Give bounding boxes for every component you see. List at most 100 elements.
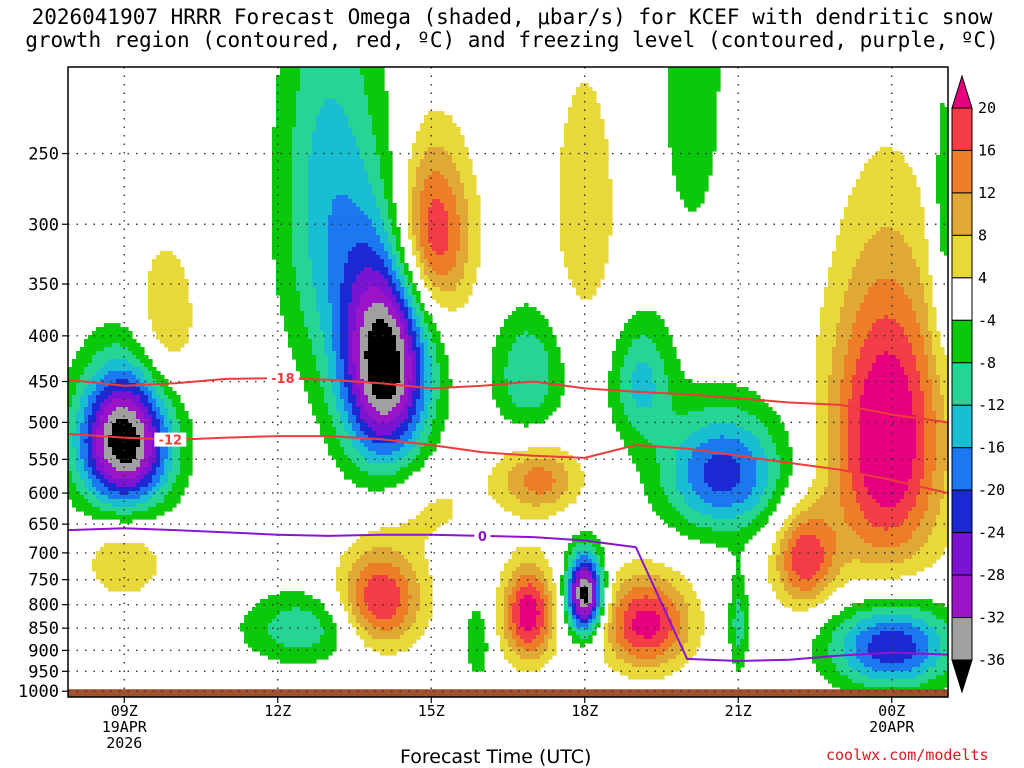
omega-cell [440, 115, 445, 120]
omega-cell [600, 219, 605, 224]
omega-cell [440, 163, 445, 168]
omega-cell [880, 323, 885, 328]
omega-cell [296, 91, 301, 96]
omega-cell [280, 163, 285, 168]
omega-cell [280, 123, 285, 128]
omega-cell [868, 311, 873, 316]
omega-cell [592, 267, 597, 272]
omega-cell [864, 243, 869, 248]
omega-cell [276, 95, 281, 100]
omega-cell [700, 67, 705, 72]
omega-cell [852, 231, 857, 236]
omega-cell [892, 167, 897, 172]
omega-cell [884, 307, 889, 312]
omega-cell [308, 215, 313, 220]
omega-cell [584, 279, 589, 284]
omega-cell [184, 307, 189, 312]
omega-cell [412, 187, 417, 192]
omega-cell [684, 203, 689, 208]
omega-cell [388, 187, 393, 192]
omega-cell [416, 159, 421, 164]
omega-cell [444, 155, 449, 160]
omega-cell [360, 143, 365, 148]
omega-cell [356, 251, 361, 256]
omega-cell [396, 291, 401, 296]
omega-cell [436, 291, 441, 296]
omega-cell [912, 243, 917, 248]
omega-cell [920, 295, 925, 300]
omega-cell [296, 219, 301, 224]
omega-cell [596, 259, 601, 264]
omega-cell [820, 327, 825, 332]
omega-cell [284, 159, 289, 164]
omega-cell [408, 307, 413, 312]
omega-cell [468, 187, 473, 192]
omega-cell [288, 191, 293, 196]
omega-cell [368, 123, 373, 128]
omega-cell [852, 311, 857, 316]
omega-cell [864, 163, 869, 168]
omega-cell [944, 251, 949, 256]
omega-cell [332, 179, 337, 184]
omega-cell [384, 127, 389, 132]
omega-cell [440, 139, 445, 144]
omega-cell [532, 311, 537, 316]
omega-cell [844, 271, 849, 276]
omega-cell [884, 175, 889, 180]
omega-cell [364, 71, 369, 76]
omega-cell [940, 147, 945, 152]
omega-cell [172, 283, 177, 288]
omega-cell [600, 175, 605, 180]
omega-cell [896, 227, 901, 232]
omega-cell [428, 235, 433, 240]
omega-cell [564, 207, 569, 212]
omega-cell [880, 295, 885, 300]
omega-cell [312, 327, 317, 332]
omega-cell [688, 91, 693, 96]
omega-cell [888, 315, 893, 320]
omega-cell [592, 291, 597, 296]
omega-cell [308, 307, 313, 312]
omega-cell [920, 255, 925, 260]
omega-cell [464, 279, 469, 284]
omega-cell [324, 303, 329, 308]
omega-cell [420, 135, 425, 140]
omega-cell [152, 323, 157, 328]
omega-cell [356, 163, 361, 168]
omega-cell [436, 159, 441, 164]
omega-cell [300, 163, 305, 168]
omega-cell [352, 243, 357, 248]
omega-cell [856, 315, 861, 320]
omega-cell [416, 255, 421, 260]
omega-cell [376, 111, 381, 116]
omega-cell [440, 247, 445, 252]
omega-cell [304, 291, 309, 296]
omega-cell [364, 167, 369, 172]
omega-cell [848, 279, 853, 284]
omega-cell [352, 311, 357, 316]
omega-cell [844, 211, 849, 216]
omega-cell [384, 159, 389, 164]
omega-cell [688, 139, 693, 144]
omega-cell [524, 323, 529, 328]
omega-cell [932, 323, 937, 328]
omega-cell [340, 171, 345, 176]
omega-cell [684, 147, 689, 152]
omega-cell [172, 287, 177, 292]
omega-cell [472, 207, 477, 212]
omega-cell [428, 111, 433, 116]
omega-cell [452, 199, 457, 204]
omega-cell [684, 111, 689, 116]
omega-cell [364, 215, 369, 220]
omega-cell [640, 311, 645, 316]
omega-cell [280, 207, 285, 212]
omega-cell [836, 315, 841, 320]
omega-cell [888, 267, 893, 272]
omega-cell [412, 231, 417, 236]
omega-cell [880, 263, 885, 268]
omega-cell [348, 171, 353, 176]
omega-cell [284, 195, 289, 200]
omega-cell [288, 319, 293, 324]
omega-cell [288, 75, 293, 80]
omega-cell [316, 123, 321, 128]
